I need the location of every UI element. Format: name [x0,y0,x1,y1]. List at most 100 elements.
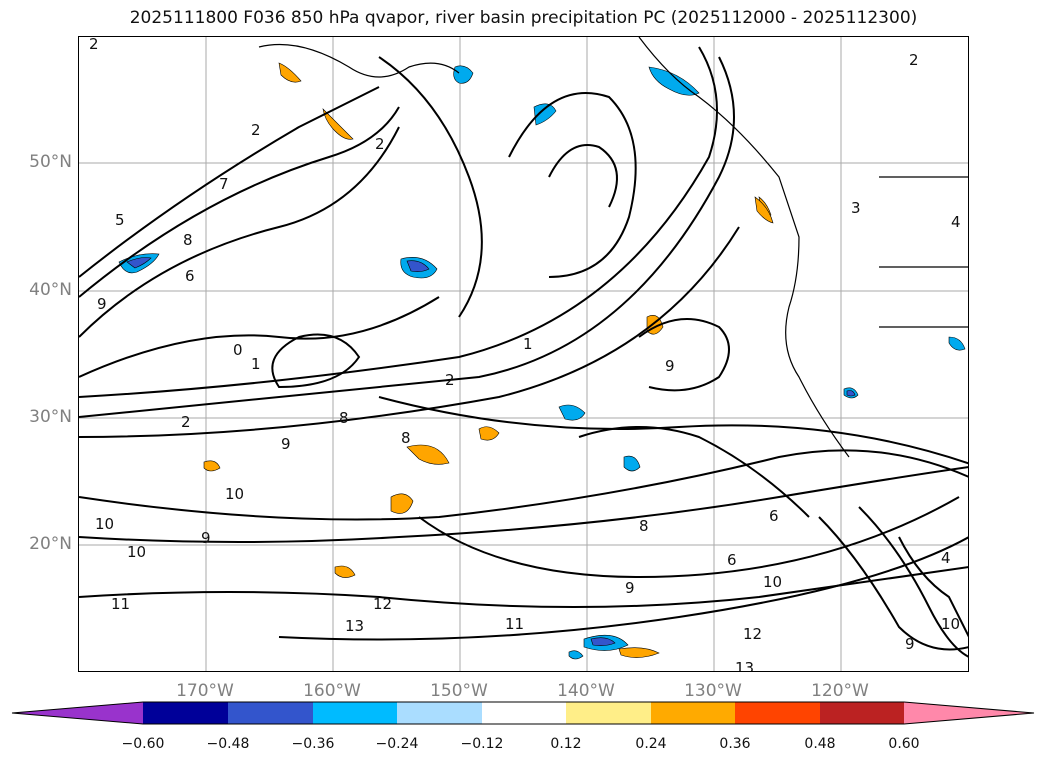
contour-line [548,144,618,208]
contour-label: 0 [233,341,243,359]
map-title: 2025111800 F036 850 hPa qvapor, river ba… [129,8,918,28]
lon-label-140w: 140°W [557,681,615,701]
contour-label: 2 [375,135,385,153]
colorbar-swatch [651,702,735,724]
contour-label: 8 [401,429,411,447]
contour-label: 2 [909,51,919,69]
colorbar-swatch [482,702,566,724]
contour-label: 11 [111,595,130,613]
contour-line [79,566,968,608]
lon-label-130w: 130°W [684,681,742,701]
shade-blob [754,196,774,224]
contour-label: 6 [185,267,195,285]
contour-line [578,426,810,518]
contour-label: 8 [639,517,649,535]
contour-line [79,56,735,418]
lon-label-160w: 160°W [303,681,361,701]
contour-line [79,296,440,378]
lat-label-40n: 40°N [29,280,72,300]
colorbar-swatch [143,702,228,724]
shade-blob [558,404,586,421]
contour-label: 8 [339,409,349,427]
contour-label: 2 [445,371,455,389]
contour-line [378,396,968,465]
contour-label: 11 [505,615,524,633]
colorbar-tick-label: 0.48 [804,736,836,752]
contour-line [898,536,968,638]
lat-label-50n: 50°N [29,152,72,172]
contour-line [79,46,718,398]
contour-label: 10 [95,515,114,533]
contour-label: 4 [941,549,951,567]
shade-blob [406,444,450,465]
shade-blob [126,257,152,269]
contour-label: 1 [523,335,533,353]
contour-label: 13 [345,617,364,635]
contour-label: 9 [281,435,291,453]
colorbar-swatch [820,702,904,724]
colorbar-under-arrow [12,702,143,724]
contour-line [638,318,730,392]
contour-label: 9 [905,635,915,653]
colorbar-swatch [397,702,482,724]
coastlines [258,37,968,458]
contour-line [508,92,637,278]
contour-line [278,536,968,641]
colorbar [11,701,1035,725]
colorbar-tick-label: −0.60 [121,736,165,752]
lon-label-170w: 170°W [176,681,234,701]
contour-line [378,56,483,318]
contour-line [79,126,400,338]
shade-blob [322,108,354,140]
na-coast [638,37,850,458]
contour-label: 2 [89,37,99,53]
map-panel: 2 2 2 2 7 5 8 6 9 0 1 2 8 9 10 10 10 9 1… [78,36,969,672]
contour-label: 1 [251,355,261,373]
colorbar-tick-label: −0.24 [375,736,419,752]
contour-label: 6 [769,507,779,525]
alaska-coast [258,44,460,78]
shade-blob [478,426,500,441]
shade-blob [334,565,356,578]
colorbar-swatch [566,702,651,724]
lon-label-120w: 120°W [811,681,869,701]
contour-label: 9 [97,295,107,313]
contour-line [271,333,361,389]
contour-label: 10 [127,543,146,561]
contour-label: 12 [743,625,762,643]
contour-line [79,86,380,278]
contour-label: 9 [625,579,635,597]
colorbar-swatch [735,702,820,724]
colorbar-tick-label: −0.48 [206,736,250,752]
contour-label: 9 [201,529,211,547]
contour-line [79,226,740,438]
colorbar-over-arrow [904,702,1034,724]
contour-line [79,106,400,298]
shade-blob [533,103,557,126]
shade-blob [203,460,221,472]
state-borders [879,266,968,328]
contour-label: 3 [851,199,861,217]
contour-label: 10 [941,615,960,633]
shade-blob [590,637,616,646]
precip-shading [118,62,966,660]
colorbar-swatch [313,702,397,724]
contour-line [79,449,968,521]
colorbar-outline [11,701,1035,725]
colorbar-tick-label: 0.12 [550,736,582,752]
shade-blob [406,260,430,272]
contour-label: 2 [251,121,261,139]
contour-label: 8 [183,231,193,249]
contour-label-group: 2 2 2 2 7 5 8 6 9 0 1 2 8 9 10 10 10 9 1… [89,37,961,672]
graticule [79,37,968,671]
contour-label: 13 [735,659,754,672]
lon-label-150w: 150°W [430,681,488,701]
lat-label-20n: 20°N [29,534,72,554]
lat-label-30n: 30°N [29,407,72,427]
shade-blob [623,455,641,472]
contour-line [418,496,960,579]
contour-label: 2 [181,413,191,431]
colorbar-swatch [228,702,313,724]
contour-line [818,516,968,651]
shade-blob [278,62,302,83]
